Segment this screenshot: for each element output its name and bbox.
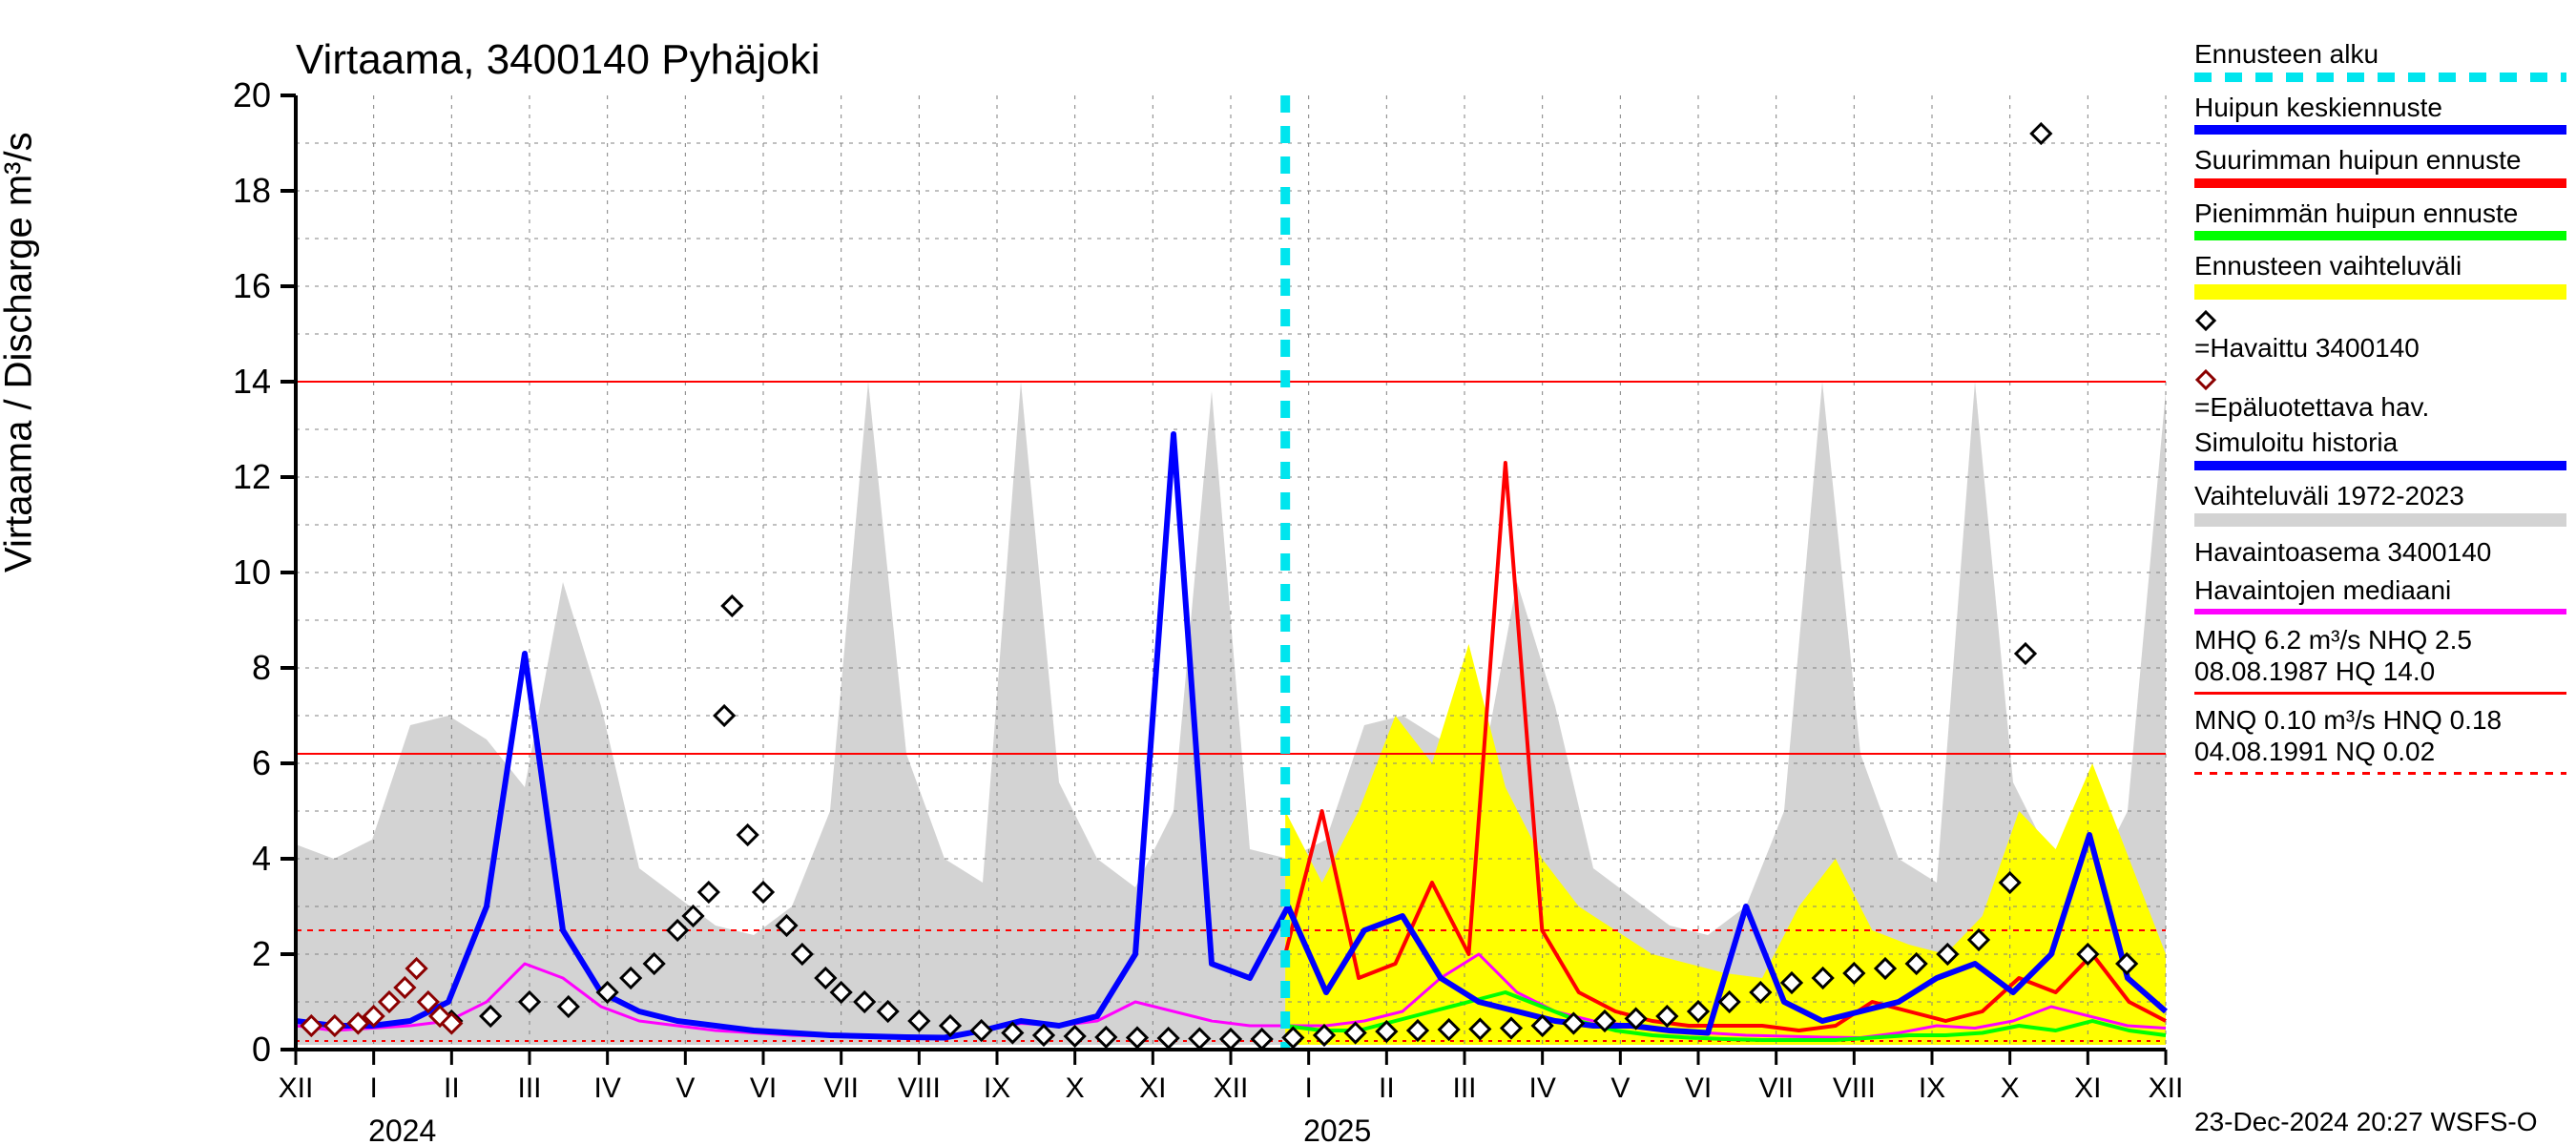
svg-text:XII: XII xyxy=(279,1072,314,1104)
svg-text:III: III xyxy=(1452,1072,1476,1104)
svg-text:16: 16 xyxy=(233,266,271,305)
svg-text:0: 0 xyxy=(252,1030,271,1069)
legend: Ennusteen alku Huipun keskiennuste Suurimm… xyxy=(2194,38,2566,779)
svg-text:III: III xyxy=(517,1072,541,1104)
legend-item: =Epäluotettava hav. xyxy=(2194,368,2566,424)
svg-text:2024: 2024 xyxy=(368,1114,436,1145)
svg-text:I: I xyxy=(369,1072,377,1104)
y-axis-label: Virtaama / Discharge m³/s xyxy=(0,132,41,572)
svg-text:I: I xyxy=(1304,1072,1312,1104)
legend-item: Havaintojen mediaani xyxy=(2194,574,2566,614)
svg-text:VII: VII xyxy=(1758,1072,1794,1104)
svg-text:XII: XII xyxy=(1214,1072,1249,1104)
svg-text:12: 12 xyxy=(233,457,271,496)
chart-title: Virtaama, 3400140 Pyhäjoki xyxy=(296,36,821,84)
svg-text:XI: XI xyxy=(1139,1072,1166,1104)
svg-text:6: 6 xyxy=(252,743,271,782)
legend-item: MNQ 0.10 m³/s HNQ 0.1804.08.1991 NQ 0.02 xyxy=(2194,704,2566,775)
timestamp: 23-Dec-2024 20:27 WSFS-O xyxy=(2194,1107,2538,1137)
svg-text:XI: XI xyxy=(2074,1072,2101,1104)
chart-container: Virtaama, 3400140 Pyhäjoki Virtaama / Di… xyxy=(0,0,2576,1145)
svg-text:V: V xyxy=(675,1072,695,1104)
svg-text:8: 8 xyxy=(252,648,271,687)
legend-item: Vaihteluväli 1972-2023 Havaintoasema 340… xyxy=(2194,480,2566,571)
legend-item: Pienimmän huipun ennuste xyxy=(2194,198,2566,241)
svg-text:2: 2 xyxy=(252,934,271,973)
legend-item: Huipun keskiennuste xyxy=(2194,92,2566,135)
svg-text:14: 14 xyxy=(233,362,271,401)
svg-text:4: 4 xyxy=(252,839,271,878)
svg-text:VII: VII xyxy=(823,1072,859,1104)
svg-text:VIII: VIII xyxy=(898,1072,941,1104)
svg-text:VIII: VIII xyxy=(1833,1072,1876,1104)
svg-text:IX: IX xyxy=(984,1072,1010,1104)
svg-text:IX: IX xyxy=(1919,1072,1945,1104)
svg-text:II: II xyxy=(444,1072,460,1104)
legend-item: =Havaittu 3400140 xyxy=(2194,309,2566,364)
svg-text:V: V xyxy=(1610,1072,1630,1104)
svg-text:XII: XII xyxy=(2149,1072,2184,1104)
legend-item: Simuloitu historia xyxy=(2194,427,2566,470)
svg-text:X: X xyxy=(1066,1072,1085,1104)
legend-item: MHQ 6.2 m³/s NHQ 2.508.08.1987 HQ 14.0 xyxy=(2194,624,2566,695)
legend-item: Ennusteen vaihteluväli xyxy=(2194,250,2566,300)
svg-text:IV: IV xyxy=(1528,1072,1555,1104)
svg-text:VI: VI xyxy=(1685,1072,1712,1104)
svg-text:VI: VI xyxy=(750,1072,777,1104)
legend-item: Ennusteen alku xyxy=(2194,38,2566,82)
svg-text:2025: 2025 xyxy=(1303,1114,1371,1145)
svg-text:II: II xyxy=(1379,1072,1395,1104)
svg-text:20: 20 xyxy=(233,75,271,114)
legend-item: Suurimman huipun ennuste xyxy=(2194,144,2566,188)
svg-text:X: X xyxy=(2001,1072,2020,1104)
plot-svg: 02468101214161820XIIIIIIIIIVVVIVIIVIIIIX… xyxy=(0,0,2576,1145)
svg-text:18: 18 xyxy=(233,171,271,210)
svg-text:IV: IV xyxy=(593,1072,620,1104)
svg-text:10: 10 xyxy=(233,552,271,592)
